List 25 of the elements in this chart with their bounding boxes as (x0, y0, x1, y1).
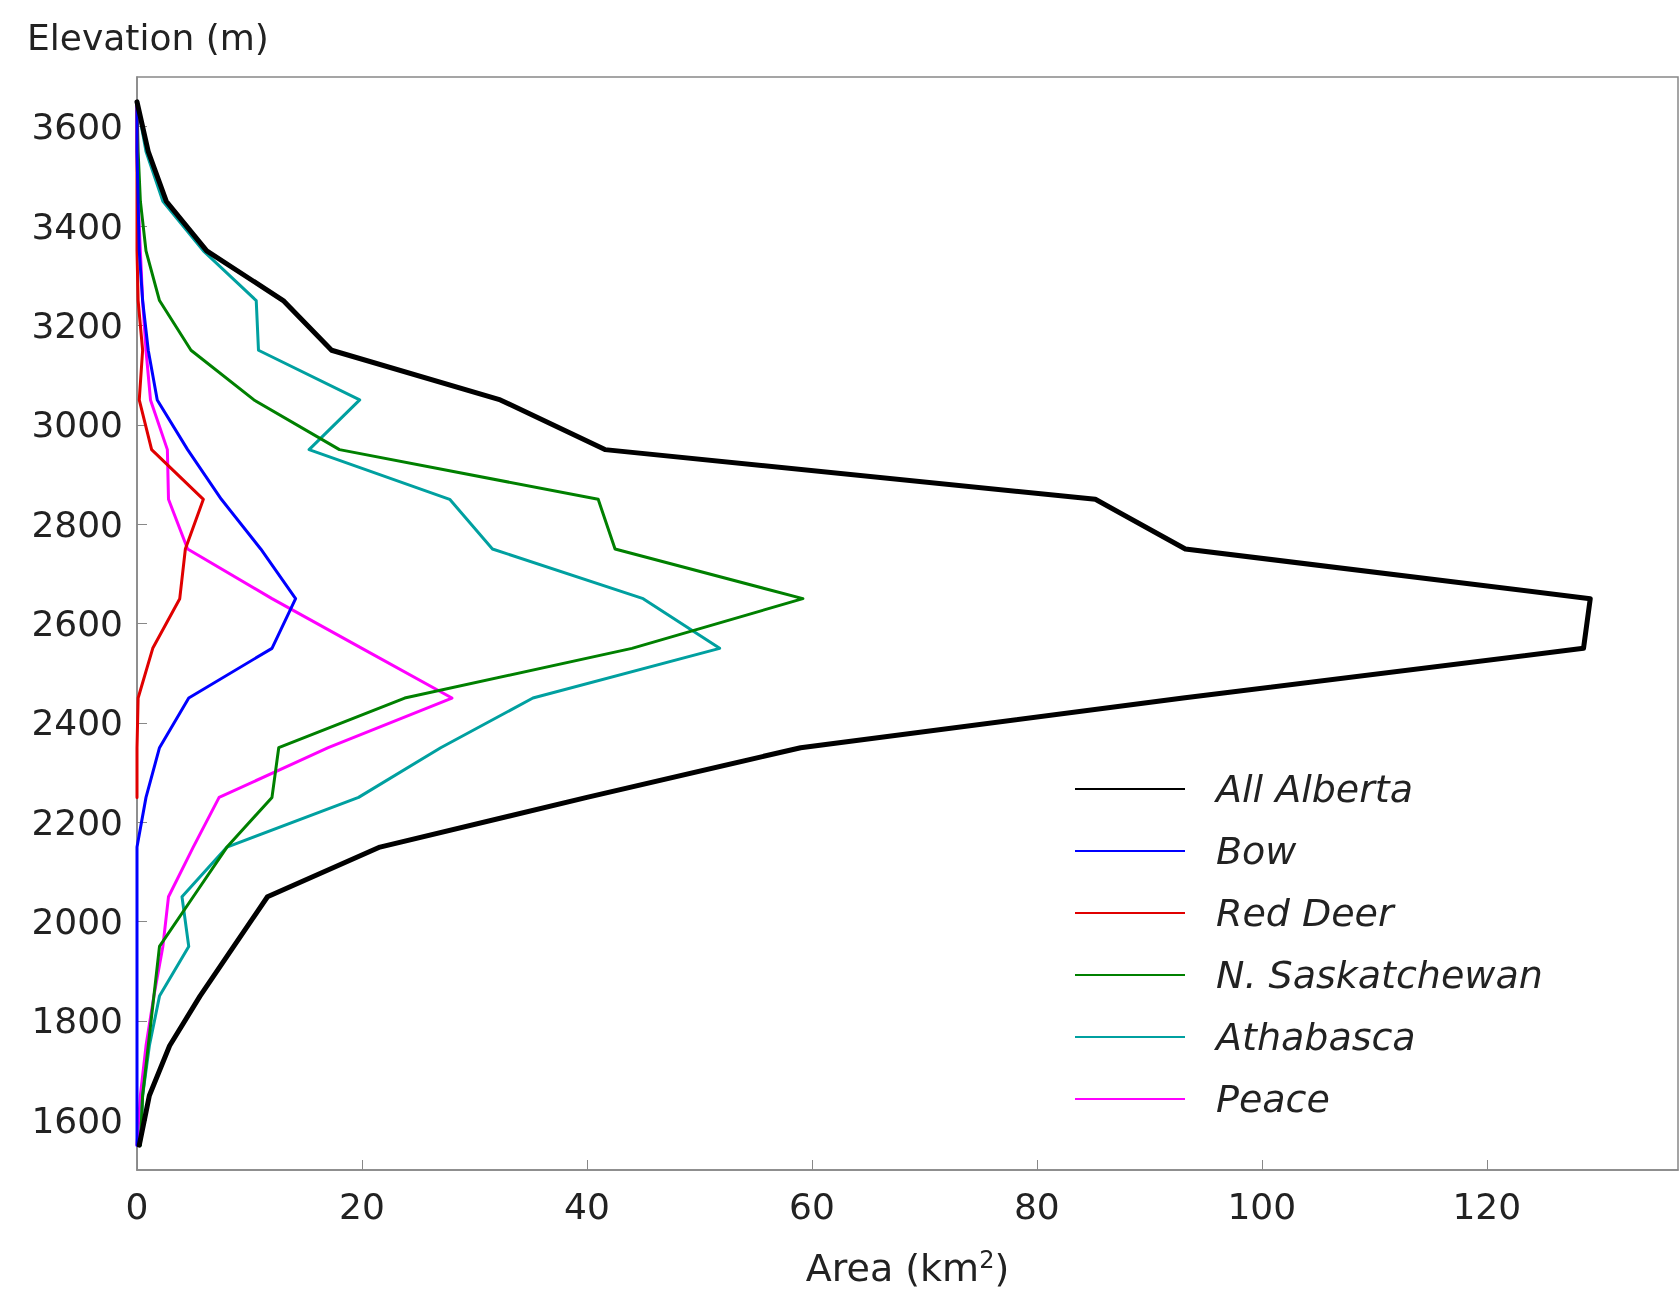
legend-label: Athabasca (1213, 1015, 1416, 1059)
legend-label: N. Saskatchewan (1216, 953, 1543, 997)
y-tick-label: 2800 (31, 503, 123, 545)
legend-label: Peace (1216, 1077, 1330, 1121)
x-tick-label: 60 (788, 1185, 835, 1227)
x-tick-label: 120 (1452, 1185, 1522, 1227)
y-tick-label: 2600 (31, 603, 123, 644)
x-tick-label: 0 (125, 1185, 149, 1227)
y-tick-label: 3600 (31, 106, 123, 148)
x-tick-label: 20 (339, 1185, 385, 1227)
y-axis-title: Elevation (m) (27, 16, 269, 58)
legend-label: Bow (1216, 829, 1298, 873)
y-tick-label: 1800 (31, 1000, 123, 1042)
x-tick-label: 40 (564, 1185, 610, 1227)
legend-label: All Alberta (1213, 767, 1414, 811)
y-tick-label: 2400 (31, 702, 123, 744)
y-tick-label: 3400 (31, 205, 123, 247)
y-tick-label: 1600 (31, 1099, 123, 1141)
y-tick-label: 3200 (31, 304, 123, 346)
legend-label: Red Deer (1216, 891, 1396, 935)
x-tick-label: 80 (1013, 1185, 1060, 1227)
x-tick-label: 100 (1227, 1185, 1297, 1227)
y-tick-label: 2000 (31, 901, 123, 943)
y-tick-label: 2200 (31, 801, 123, 843)
y-tick-label: 3000 (31, 404, 123, 446)
